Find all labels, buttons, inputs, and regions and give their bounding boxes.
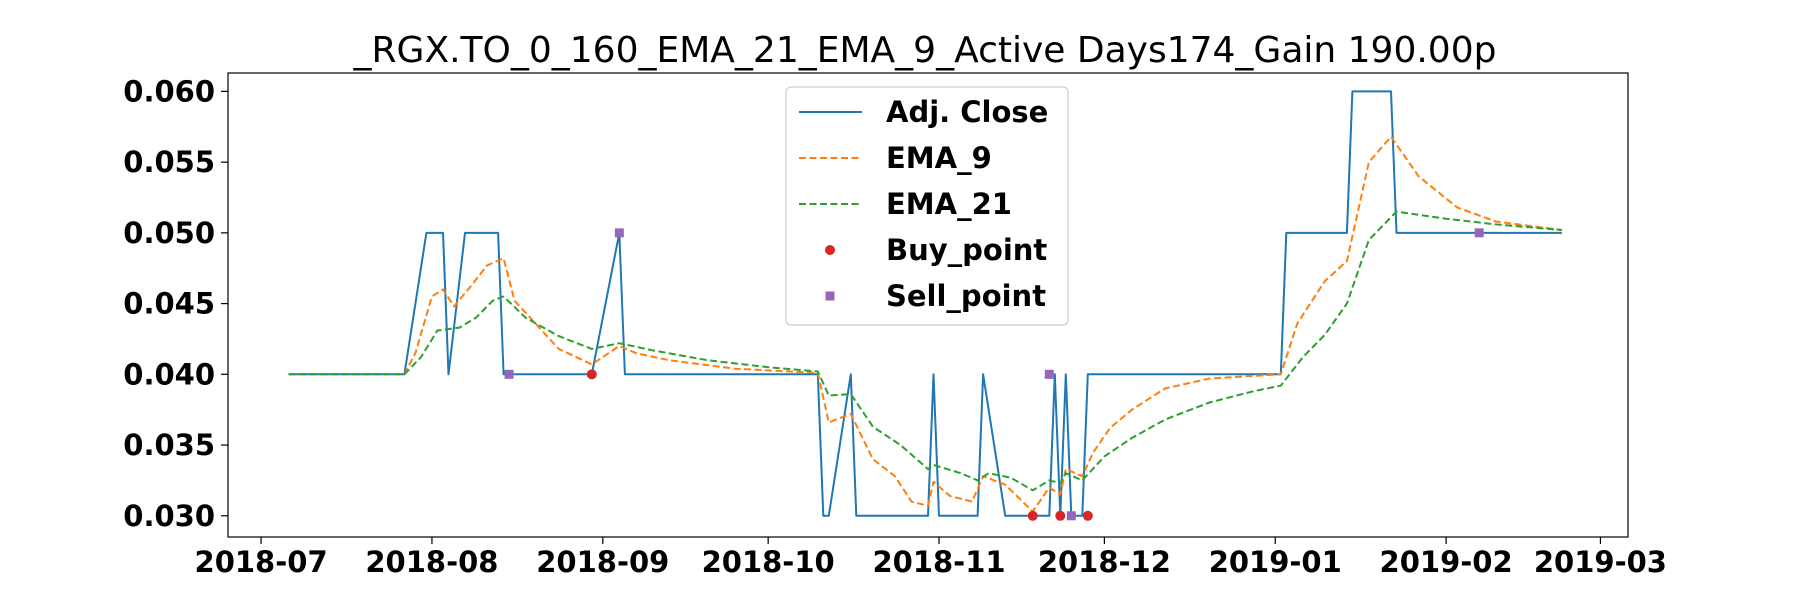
- x-tick-label: 2018-12: [1038, 545, 1171, 579]
- legend-label: Sell_point: [886, 279, 1046, 313]
- sell-point-marker: [614, 228, 624, 238]
- x-tick-label: 2018-11: [872, 545, 1005, 579]
- x-tick-label: 2019-02: [1380, 545, 1513, 579]
- x-tick-label: 2019-03: [1534, 545, 1667, 579]
- y-tick-label: 0.045: [123, 287, 215, 321]
- legend-label: EMA_9: [886, 141, 992, 175]
- series-line-adj-close: [288, 90, 1562, 517]
- series-line-ema-21: [288, 210, 1562, 492]
- buy-point-marker: [1055, 510, 1066, 521]
- series-ema-21: [288, 210, 1562, 492]
- legend-item-sell-point: Sell_point: [825, 279, 1046, 313]
- sell-point-marker: [1066, 511, 1076, 521]
- series-ema-9: [288, 135, 1563, 513]
- legend-label: Adj. Close: [886, 95, 1048, 129]
- legend-swatch: [825, 291, 835, 301]
- x-tick-label: 2018-08: [365, 545, 498, 579]
- legend-label: Buy_point: [886, 233, 1047, 267]
- x-tick-label: 2018-10: [702, 545, 835, 579]
- legend-box: [785, 86, 1069, 326]
- series-line-ema-9: [288, 135, 1563, 513]
- buy-point-marker: [1027, 510, 1038, 521]
- series-sell-point: [504, 228, 1484, 521]
- axes: 2018-07 2018-08 2018-09 2018-10 2018-11 2018-…: [123, 74, 1667, 579]
- sell-point-marker: [1044, 369, 1054, 379]
- x-tick-label: 2018-07: [195, 545, 328, 579]
- legend: Adj. Close EMA_9 EMA_21 Buy_point Sell_point: [785, 86, 1069, 326]
- y-tick-label: 0.030: [123, 499, 215, 533]
- chart-title: _RGX.TO_0_160_EMA_21_EMA_9_Active Days17…: [353, 30, 1497, 71]
- x-tick-label: 2018-09: [536, 545, 669, 579]
- legend-item-adj-close: Adj. Close: [799, 95, 1048, 129]
- legend-label: EMA_21: [886, 187, 1012, 221]
- x-tick-label: 2019-01: [1209, 545, 1342, 579]
- y-tick-label: 0.035: [123, 428, 215, 462]
- legend-swatch: [825, 245, 835, 255]
- sell-point-marker: [504, 369, 514, 379]
- y-tick-label: 0.040: [123, 357, 215, 391]
- legend-item-ema-21: EMA_21: [799, 187, 1012, 221]
- plot-frame: [227, 72, 1629, 538]
- buy-point-marker: [1082, 510, 1093, 521]
- y-tick-label: 0.050: [123, 216, 215, 250]
- sell-point-marker: [1474, 228, 1484, 238]
- series-adj-close: [288, 90, 1562, 517]
- legend-item-buy-point: Buy_point: [825, 233, 1047, 267]
- legend-item-ema-9: EMA_9: [799, 141, 992, 175]
- plot-area: [288, 90, 1563, 521]
- buy-point-marker: [586, 369, 597, 380]
- series-buy-point: [586, 369, 1093, 521]
- y-tick-label: 0.060: [123, 74, 215, 108]
- y-tick-label: 0.055: [123, 145, 215, 179]
